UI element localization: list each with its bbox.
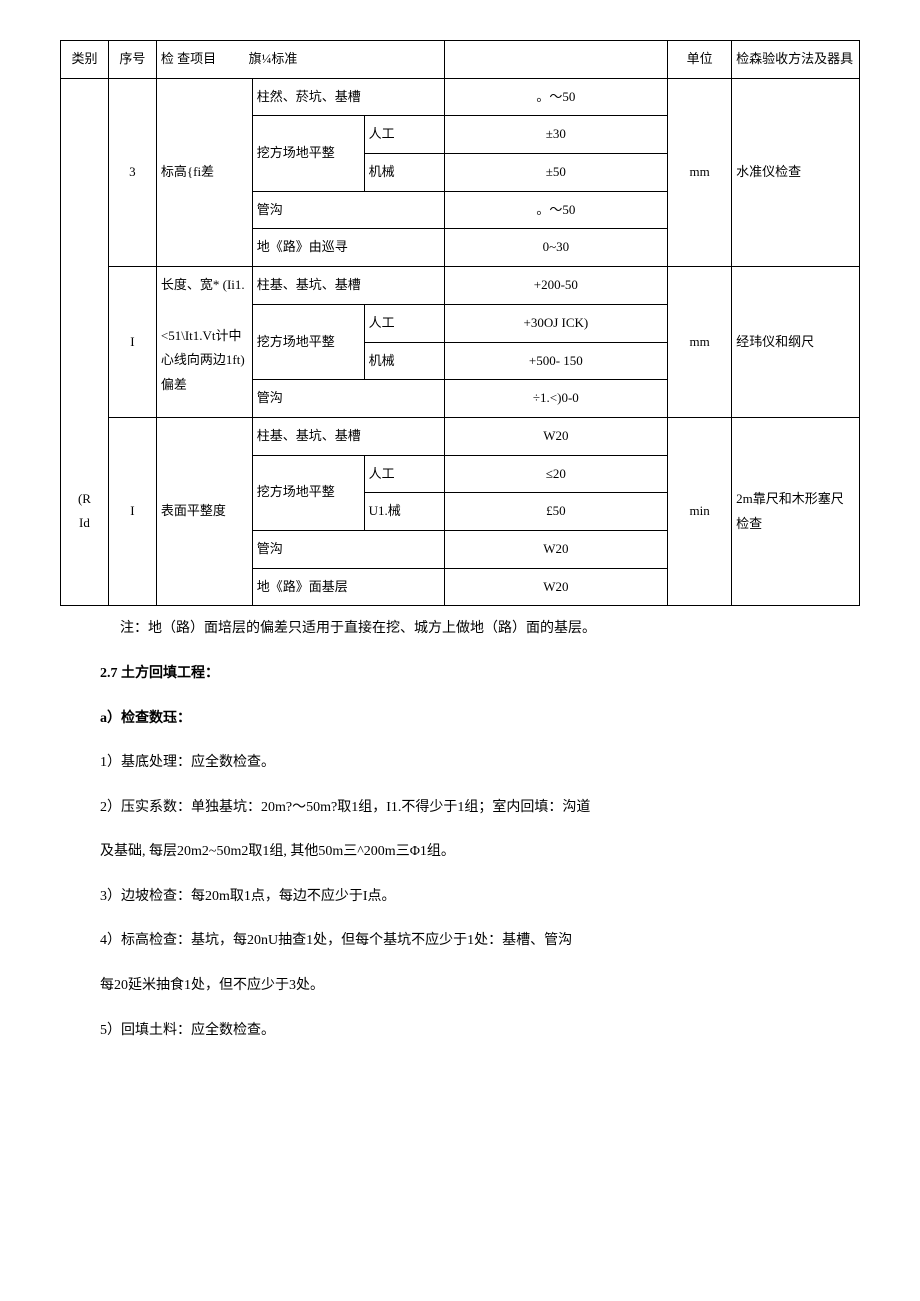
r5-sub2a: 人工	[364, 455, 444, 493]
r5-sub3v: W20	[444, 530, 668, 568]
seq-4: I	[108, 267, 156, 418]
hdr-std	[444, 41, 668, 79]
r3-sub2av: ±30	[444, 116, 668, 154]
r4-sub2b: 机械	[364, 342, 444, 380]
r3-sub4: 地《路》由巡寻	[252, 229, 444, 267]
r4-sub2av: +30OJ ICK)	[444, 304, 668, 342]
r4-sub3: 管沟	[252, 380, 444, 418]
item-4a: 长度、宽* (Ii1.	[156, 267, 252, 305]
para-2b: 及基础, 每层20m2~50m2取1组, 其他50m三^200m三Φ1组。	[100, 839, 860, 866]
r4-method: 经玮仪和纲尺	[732, 267, 860, 418]
r4-sub1: 柱基、基坑、基槽	[252, 267, 444, 305]
cat-2: (R Id	[61, 417, 109, 605]
seq-3: 3	[108, 78, 156, 266]
sec-27: 2.7 土方回填工程：	[100, 666, 219, 681]
r5-sub4v: W20	[444, 568, 668, 606]
hdr-method: 检森验收方法及器具	[732, 41, 860, 79]
r5-sub2av: ≤20	[444, 455, 668, 493]
r5-sub1v: W20	[444, 417, 668, 455]
r5-sub2bv: £50	[444, 493, 668, 531]
para-1: 1）基底处理：应全数检查。	[100, 750, 860, 777]
item-3: 标高{fi差	[156, 78, 252, 266]
hdr-unit: 单位	[668, 41, 732, 79]
item-5: 表面平整度	[156, 417, 252, 605]
r3-sub3v: 。～50	[444, 191, 668, 229]
r3-sub2bv: ±50	[444, 154, 668, 192]
para-2-7: 2.7 土方回填工程：	[100, 661, 860, 688]
inspection-table: 类别 序号 检 查项目 旗¼标准 单位 检森验收方法及器具 3 标高{fi差 柱…	[60, 40, 860, 606]
r4-sub3v: ÷1.<)0-0	[444, 380, 668, 418]
r5-unit: min	[668, 417, 732, 605]
hdr-seq: 序号	[108, 41, 156, 79]
hdr-item-b: 旗¼标准	[249, 51, 298, 66]
r5-sub1: 柱基、基坑、基槽	[252, 417, 444, 455]
r3-sub4v: 0~30	[444, 229, 668, 267]
r3-sub2: 挖方场地平整	[252, 116, 364, 191]
r3-sub1-v: 。～50	[444, 78, 668, 116]
r3-unit: mm	[668, 78, 732, 266]
para-2: 2）压实系数：单独基坑：20m?〜50m?取1组，I1.不得少于1组；室内回填：…	[100, 795, 860, 822]
r4-sub2: 挖方场地平整	[252, 304, 364, 379]
r3-sub1: 柱然、菸坑、基槽	[252, 78, 444, 116]
r3-method: 水准仪检查	[732, 78, 860, 266]
r5-method: 2m靠尺和木形塞尺检查	[732, 417, 860, 605]
para-5: 5）回填土料：应全数检查。	[100, 1018, 860, 1045]
r4-unit: mm	[668, 267, 732, 418]
para-4b: 每20延米抽食1处，但不应少于3处。	[100, 973, 860, 1000]
sec-a: a）检查数珏：	[100, 711, 191, 726]
cat-1	[61, 78, 109, 417]
r3-sub3: 管沟	[252, 191, 444, 229]
hdr-item-a: 检 查项目	[161, 51, 216, 66]
hdr-category: 类别	[61, 41, 109, 79]
para-4: 4）标高检查：基坑，每20nU抽查1处，但每个基坑不应少于1处：基槽、管沟	[100, 928, 860, 955]
r3-sub2b: 机械	[364, 154, 444, 192]
r4-sub2bv: +500- 150	[444, 342, 668, 380]
item-4b: <51\It1.Vt计中心线向两边1ft) 偏差	[156, 304, 252, 417]
r5-sub3: 管沟	[252, 530, 444, 568]
seq-5: I	[108, 417, 156, 605]
r5-sub2b: U1.械	[364, 493, 444, 531]
para-a: a）检查数珏：	[100, 706, 860, 733]
r5-sub4: 地《路》面基层	[252, 568, 444, 606]
para-3: 3）边坡检查：每20m取1点，每边不应少于I点。	[100, 884, 860, 911]
r3-sub2a: 人工	[364, 116, 444, 154]
r5-sub2: 挖方场地平整	[252, 455, 364, 530]
r4-sub2a: 人工	[364, 304, 444, 342]
r4-sub1v: +200-50	[444, 267, 668, 305]
hdr-item: 检 查项目 旗¼标准	[156, 41, 444, 79]
table-note: 注：地（路）面培层的偏差只适用于直接在挖、城方上做地（路）面的基层。	[120, 616, 860, 643]
